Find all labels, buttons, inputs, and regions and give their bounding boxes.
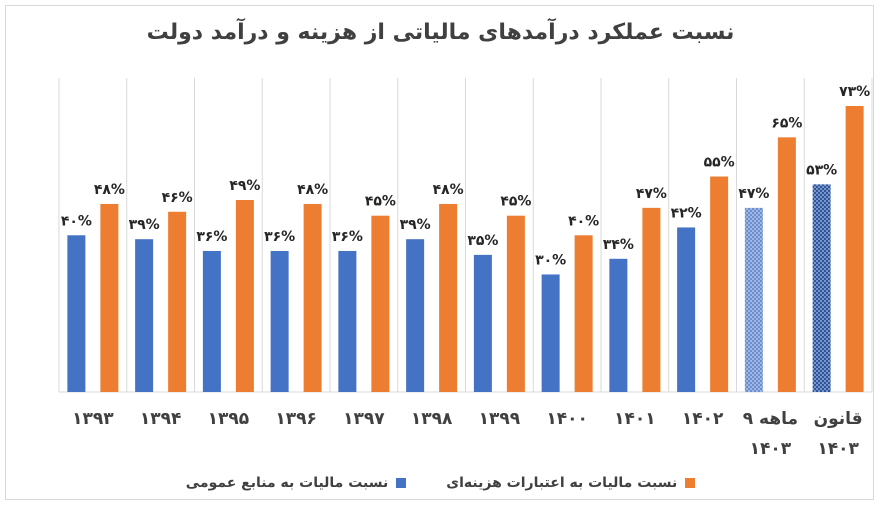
- data-label: ۷۳%: [839, 84, 870, 100]
- bar-expenditure: [642, 207, 661, 392]
- bar-public-resources: [202, 250, 221, 392]
- bar-public-resources: [473, 254, 492, 392]
- category-label: ۱۴۰۰: [546, 409, 588, 429]
- chart-frame: نسبت عملکرد درآمدهای مالیاتی از هزینه و …: [5, 5, 874, 500]
- data-label: ۳۶%: [264, 229, 295, 245]
- bar-expenditure: [845, 106, 864, 392]
- category-label: ۱۳۹۵: [208, 409, 250, 429]
- legend-swatch-expenditure: [685, 478, 696, 488]
- data-label: ۵۵%: [704, 155, 735, 171]
- category-label: ۱۴۰۲: [682, 409, 724, 429]
- bar-expenditure: [235, 200, 254, 392]
- bar-expenditure: [439, 203, 458, 392]
- chart-plot: ۴۰%۴۸%۳۹%۴۶%۳۶%۴۹%۳۶%۴۸%۳۶%۴۵%۳۹%۴۸%۳۵%۴…: [58, 78, 873, 459]
- legend-swatch-public-resources: [396, 478, 407, 488]
- category-label: ۱۴۰۱: [614, 409, 656, 429]
- legend-label-public-resources: نسبت مالیات به منابع عمومی: [185, 475, 389, 491]
- data-label: ۴۷%: [636, 186, 667, 202]
- bar-expenditure: [574, 235, 593, 392]
- bar-expenditure: [371, 215, 390, 392]
- category-label: ۹ ماهه: [743, 409, 798, 429]
- bar-public-resources: [812, 184, 831, 392]
- category-label: ۱۴۰۳: [750, 439, 792, 459]
- data-label: ۴۵%: [365, 194, 396, 210]
- legend-item-public-resources: نسبت مالیات به منابع عمومی: [186, 475, 407, 491]
- data-label: ۴۸%: [433, 182, 464, 198]
- bar-public-resources: [406, 239, 425, 392]
- bar-expenditure: [710, 176, 729, 392]
- chart-title: نسبت عملکرد درآمدهای مالیاتی از هزینه و …: [146, 20, 735, 45]
- data-label: ۳۴%: [603, 237, 634, 253]
- data-label: ۴۵%: [500, 194, 531, 210]
- bar-public-resources: [338, 250, 357, 392]
- data-label: ۳۰%: [535, 252, 566, 268]
- category-label: قانون: [814, 409, 863, 429]
- bar-public-resources: [609, 258, 628, 392]
- data-label: ۴۰%: [568, 213, 599, 229]
- bar-public-resources: [744, 207, 763, 392]
- legend-label-expenditure: نسبت مالیات به اعتبارات هزینه‌ای: [446, 475, 678, 491]
- legend-item-expenditure: نسبت مالیات به اعتبارات هزینه‌ای: [446, 475, 696, 491]
- data-label: ۳۹%: [400, 217, 431, 233]
- data-label: ۴۷%: [738, 186, 769, 202]
- data-label: ۳۵%: [467, 233, 498, 249]
- data-label: ۳۶%: [332, 229, 363, 245]
- data-label: ۴۶%: [162, 190, 193, 206]
- category-label: ۱۳۹۶: [275, 409, 317, 429]
- data-label: ۴۲%: [671, 205, 702, 221]
- bar-expenditure: [100, 203, 119, 392]
- data-label: ۴۸%: [297, 182, 328, 198]
- bar-expenditure: [777, 137, 796, 392]
- category-label: ۱۳۹۷: [343, 409, 385, 429]
- data-label: ۳۹%: [129, 217, 160, 233]
- bar-public-resources: [135, 239, 154, 392]
- category-label: ۱۴۰۳: [817, 439, 859, 459]
- bar-public-resources: [677, 227, 696, 392]
- bar-public-resources: [541, 274, 560, 392]
- legend: نسبت مالیات به اعتبارات هزینه‌ای نسبت ما…: [6, 472, 875, 494]
- category-label: ۱۳۹۳: [72, 409, 114, 429]
- data-label: ۵۳%: [806, 162, 837, 178]
- bar-expenditure: [303, 203, 322, 392]
- category-label: ۱۳۹۹: [479, 409, 521, 429]
- data-label: ۴۹%: [229, 178, 260, 194]
- bar-public-resources: [270, 250, 289, 392]
- data-label: ۳۶%: [196, 229, 227, 245]
- data-label: ۴۸%: [94, 182, 125, 198]
- category-label: ۱۳۹۸: [411, 409, 453, 429]
- category-label: ۱۳۹۴: [140, 409, 182, 429]
- data-label: ۴۰%: [61, 213, 92, 229]
- data-label: ۶۵%: [771, 115, 802, 131]
- bar-public-resources: [67, 235, 86, 392]
- bar-expenditure: [506, 215, 525, 392]
- bar-expenditure: [168, 211, 187, 392]
